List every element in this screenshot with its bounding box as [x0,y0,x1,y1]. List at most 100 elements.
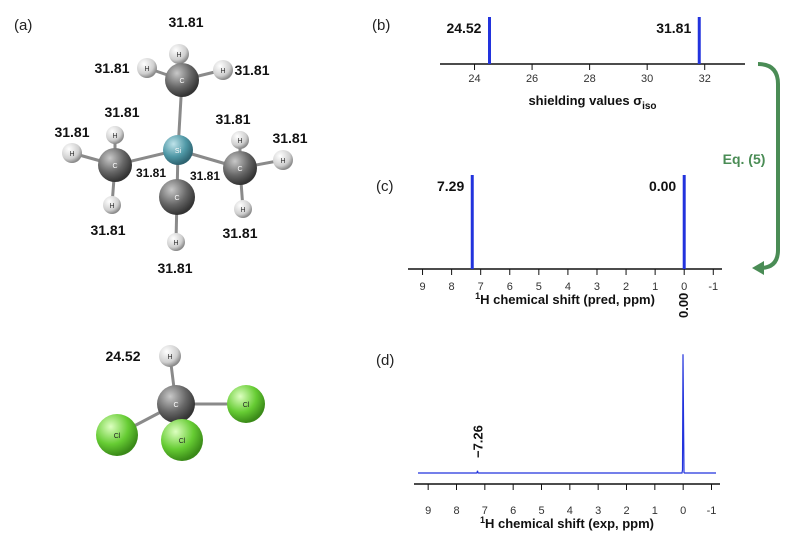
h-shielding-label: 31.81 [94,60,129,76]
x-tick-label: 5 [538,505,544,517]
x-tick-label: 7 [482,505,488,517]
carbon-atom [165,63,199,97]
atom-symbol: H [220,68,225,75]
atom-symbol: Cl [179,438,186,445]
atom-symbol: H [109,203,114,210]
chlorine-atom [227,385,265,423]
x-axis-label: shielding values σiso [528,93,656,112]
hydrogen-atom [273,150,293,170]
panel-label-b: (b) [372,17,390,34]
x-tick-label: 7 [478,281,484,293]
x-tick-label: 4 [567,505,573,517]
chlorine-atom [161,419,203,461]
x-axis-label: 1H chemical shift (pred, ppm) [475,291,655,307]
equation-arrow: Eq. (5) [723,62,780,275]
hydrogen-atom [213,60,233,80]
atom-symbol: H [240,207,245,214]
x-tick-label: 0 [681,281,687,293]
h-shielding-label: 31.81 [168,14,203,30]
arrow-line [757,62,780,270]
x-tick-label: 3 [595,505,601,517]
x-axis-label-main: H chemical shift (pred, ppm) [480,292,655,307]
x-tick-label: 4 [565,281,571,293]
x-tick-label: 30 [641,73,653,85]
h-shielding-label: 31.81 [234,62,269,78]
atom-symbol: H [176,52,181,59]
peak-label: 31.81 [656,20,691,36]
hydrogen-atom [234,200,252,218]
hydrogen-atom [167,233,185,251]
chlorine-atom [96,414,138,456]
x-tick-label: -1 [707,505,717,517]
atom-symbol: C [173,402,178,409]
x-tick-label: 32 [699,73,711,85]
peak-label: 0.00 [676,293,691,318]
chcl3-molecule: H C Cl Cl Cl [96,345,265,461]
carbon-atom [157,385,195,423]
tms-molecule: H H H H H H H H H H C C C [62,44,293,251]
hydrogen-atom [106,126,124,144]
silicon-atom [163,135,193,165]
atom-symbol: C [174,195,179,202]
x-tick-label: 5 [536,281,542,293]
carbon-atom [98,148,132,182]
x-tick-label: 0 [680,505,686,517]
h-shielding-label: 31.81 [215,111,250,127]
x-tick-label: 2 [623,281,629,293]
x-tick-label: 24 [468,73,480,85]
shielding-spectrum: 24 26 28 30 32 shielding values σiso 24.52 31.8… [440,17,745,112]
h-shielding-label: 31.81 [190,169,220,183]
x-tick-label: 8 [449,281,455,293]
spectrum-trace [418,354,716,474]
x-tick-label: 28 [583,73,595,85]
atom-symbol: H [144,66,149,73]
arrow-head [752,261,764,275]
tms-shielding-labels: 31.81 31.81 31.81 31.81 31.81 31.81 31.8… [54,14,307,276]
h-shielding-label: 31.81 [272,130,307,146]
hydrogen-atom [62,143,82,163]
hydrogen-atom [231,131,249,149]
x-axis-label-main: H chemical shift (exp, ppm) [485,516,654,531]
atom-symbol: H [280,158,285,165]
carbon-atom [223,151,257,185]
x-axis-label-sub: iso [642,101,656,112]
x-tick-label: 2 [623,505,629,517]
x-axis-label-sup: 1 [475,291,480,301]
atom-symbol: C [112,163,117,170]
x-tick-label: -1 [708,281,718,293]
tms-hydrogens: H H H H H H H H H H [62,44,293,251]
tms-carbons: C C C C [98,63,257,215]
atom-symbol: Cl [114,433,121,440]
peak-label: 0.00 [649,178,676,194]
hydrogen-atom [137,58,157,78]
atom-symbol: H [237,138,242,145]
x-axis-label: 1H chemical shift (exp, ppm) [480,515,654,531]
h-shielding-label: 31.81 [90,222,125,238]
peak-label: −7.26 [470,425,485,458]
x-tick-label: 6 [510,505,516,517]
carbon-atom [159,179,195,215]
atom-symbol: C [237,166,242,173]
peak-label: 7.29 [437,178,464,194]
hydrogen-atom [103,196,121,214]
h-shielding-label: 24.52 [105,348,140,364]
x-tick-label: 3 [594,281,600,293]
experimental-spectrum: 9 8 7 6 5 4 3 2 1 0 -11H chemical shift (exp, ppm)… [414,293,720,531]
atom-symbol: H [173,240,178,247]
panel-label-d: (d) [376,352,394,369]
x-tick-label: 26 [526,73,538,85]
h-shielding-label: 31.81 [157,260,192,276]
x-tick-label: 1 [652,505,658,517]
atom-symbol: H [112,133,117,140]
h-shielding-label: 31.81 [222,225,257,241]
equation-label: Eq. (5) [723,151,766,167]
x-tick-label: 9 [419,281,425,293]
h-shielding-label: 31.81 [136,166,166,180]
panel-label-c: (c) [376,178,394,195]
atom-symbol: H [167,354,172,361]
panel-label-a: (a) [14,17,32,34]
atom-symbol: Si [175,148,182,155]
hydrogen-atom [159,345,181,367]
peak-label: 24.52 [446,20,481,36]
